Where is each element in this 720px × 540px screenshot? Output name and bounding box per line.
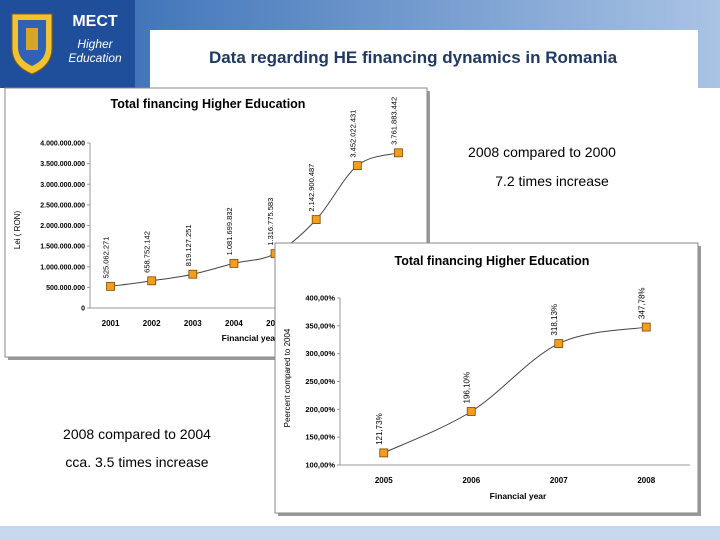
- value-label: 2.142.900.487: [307, 164, 316, 212]
- y-tick-label: 2.000.000.000: [40, 223, 85, 230]
- value-label: 3.761.883.442: [389, 97, 398, 145]
- value-label: 318,13%: [550, 304, 559, 336]
- y-tick-label: 250,00%: [305, 377, 335, 386]
- y-axis-label: Peercent compared to 2004: [283, 328, 292, 427]
- data-point: [106, 281, 115, 291]
- value-label: 1.316.775.583: [266, 198, 275, 246]
- title-box: [150, 30, 698, 88]
- x-axis-label: Financial year: [222, 333, 279, 343]
- x-tick-label: 2007: [550, 476, 568, 485]
- data-point: [394, 148, 403, 158]
- y-tick-label: 3.000.000.000: [40, 182, 85, 189]
- chart-frame: [274, 242, 699, 514]
- annotation: 7.2 times increase: [495, 173, 609, 189]
- y-axis-label: Lei ( RON): [13, 211, 22, 250]
- chart-title: Total financing Higher Education: [111, 97, 306, 111]
- value-label: 819.127.251: [184, 224, 193, 266]
- y-tick-label: 150,00%: [305, 433, 335, 442]
- y-tick-label: 100,00%: [305, 461, 335, 470]
- y-tick-label: 350,00%: [305, 321, 335, 330]
- data-line: [383, 326, 647, 454]
- chart-title: Total financing Higher Education: [395, 254, 590, 268]
- org-name: MECT: [72, 13, 118, 30]
- y-tick-label: 3.500.000.000: [40, 161, 85, 168]
- org-subtitle: Higher Education: [68, 37, 122, 65]
- y-tick-label: 0: [81, 306, 85, 313]
- value-label: 3.452.022.431: [348, 110, 357, 158]
- data-point: [147, 276, 157, 286]
- chart: Total financing Higher Education 100,00% 1…: [274, 242, 701, 516]
- x-tick-label: 2005: [375, 476, 393, 485]
- footer-band: [0, 526, 720, 540]
- data-point: [188, 269, 198, 279]
- value-label: 196,10%: [462, 372, 471, 404]
- y-tick-label: 300,00%: [305, 349, 335, 358]
- logo: [11, 13, 53, 75]
- value-label: 1.081.699.832: [225, 207, 234, 255]
- data-point: [554, 339, 564, 348]
- slide-title: Data regarding HE financing dynamics in …: [209, 48, 618, 67]
- data-point: [352, 161, 362, 171]
- data-point: [641, 322, 651, 332]
- value-label: 525.062.271: [102, 237, 111, 279]
- annotation: 2008 compared to 2004: [63, 426, 211, 442]
- data-point: [229, 258, 239, 268]
- x-tick-label: 2003: [184, 319, 202, 328]
- y-tick-label: 4.000.000.000: [40, 141, 85, 148]
- y-tick-label: 2.500.000.000: [40, 202, 85, 209]
- data-point: [379, 448, 389, 458]
- data-point: [466, 407, 476, 416]
- x-tick-label: 2001: [102, 319, 120, 328]
- y-tick-label: 1.000.000.000: [40, 264, 85, 271]
- value-label: 347,78%: [637, 287, 646, 319]
- y-tick-label: 500.000.000: [46, 285, 85, 292]
- charts: Total financing Higher Education 0 500.000…: [4, 87, 701, 516]
- y-tick-label: 200,00%: [305, 405, 335, 414]
- annotation: 2008 compared to 2000: [468, 144, 616, 160]
- x-axis-label: Financial year: [490, 491, 547, 501]
- data-point: [311, 215, 321, 225]
- y-tick-label: 400,00%: [305, 294, 335, 303]
- x-tick-label: 2004: [225, 319, 243, 328]
- x-tick-label: 2002: [143, 319, 161, 328]
- annotation: cca. 3.5 times increase: [65, 454, 208, 470]
- x-tick-label: 2006: [462, 476, 480, 485]
- value-label: 658.752.142: [143, 231, 152, 273]
- x-tick-label: 2008: [637, 476, 655, 485]
- value-label: 121,73%: [375, 413, 384, 445]
- y-tick-label: 1.500.000.000: [40, 244, 85, 251]
